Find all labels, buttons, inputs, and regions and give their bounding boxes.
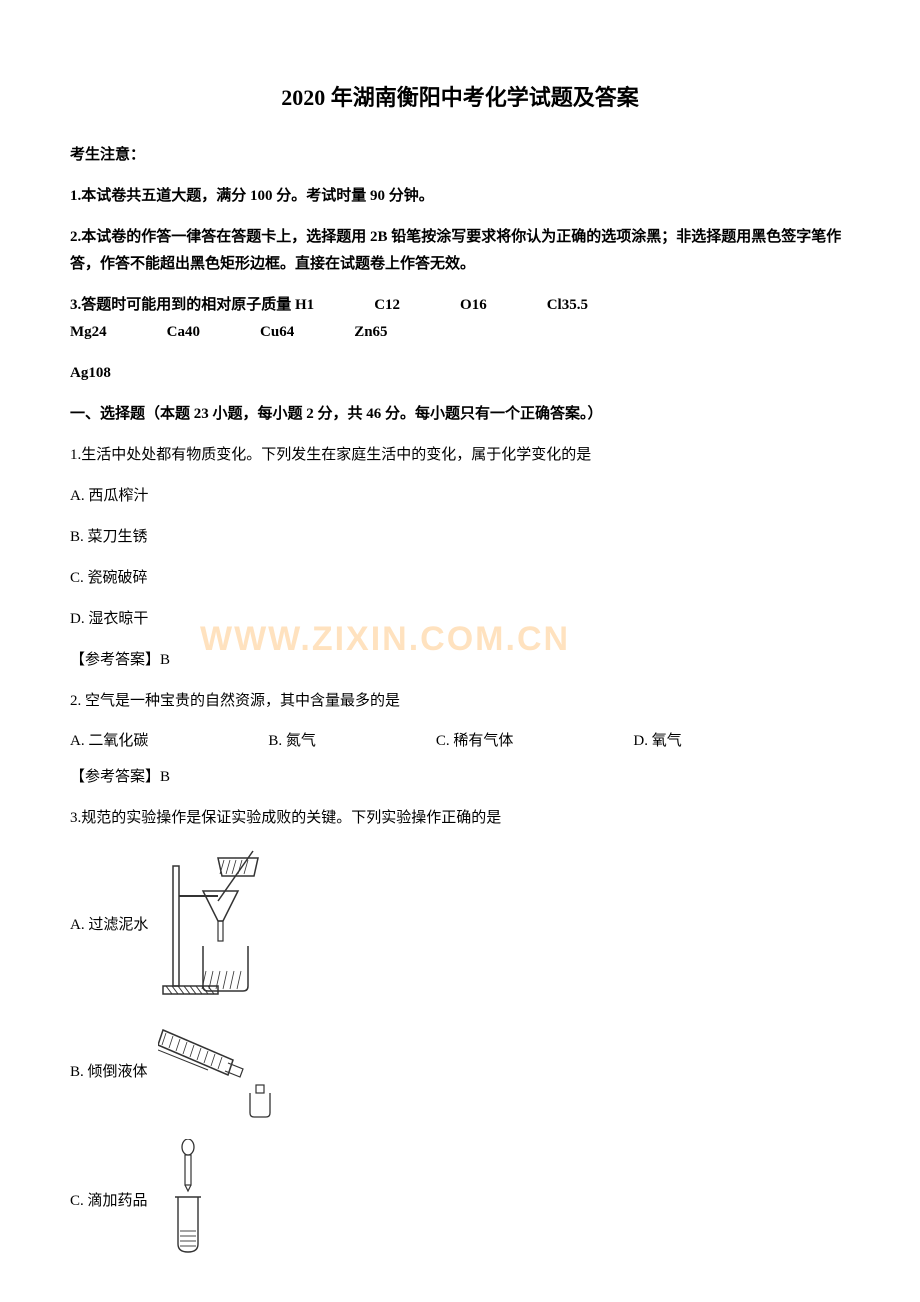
dropper-diagram-icon (158, 1139, 218, 1259)
q2-opt: C. 稀有气体 (436, 729, 514, 750)
q3-opt-c: C. 滴加药品 (70, 1139, 850, 1259)
q1-stem: 1.生活中处处都有物质变化。下列发生在家庭生活中的变化，属于化学变化的是 (70, 442, 850, 469)
filter-diagram-icon (158, 846, 278, 1001)
q1-opt-a: A. 西瓜榨汁 (70, 483, 850, 510)
q1-opt-b: B. 菜刀生锈 (70, 524, 850, 551)
q2-options-row: A. 二氧化碳 B. 氮气 C. 稀有气体 D. 氧气 (70, 729, 850, 750)
q1-answer: 【参考答案】B (70, 647, 850, 674)
q3-opt-c-label: C. 滴加药品 (70, 1189, 148, 1210)
atomic-mass-item: C12 (374, 297, 400, 313)
title-text: 2020 年湖南衡阳中考化学试题及答案 (281, 85, 639, 110)
atomic-mass-item: Cu64 (260, 324, 294, 340)
section-1-header: 一、选择题（本题 23 小题，每小题 2 分，共 46 分。每小题只有一个正确答… (70, 401, 850, 428)
q3-opt-b: B. 倾倒液体 (70, 1015, 850, 1125)
atomic-mass-item: H1 (295, 297, 314, 313)
atomic-mass-item: Zn65 (354, 324, 387, 340)
q3-opt-a: A. 过滤泥水 (70, 846, 850, 1001)
q3-stem: 3.规范的实验操作是保证实验成败的关键。下列实验操作正确的是 (70, 805, 850, 832)
pour-liquid-diagram-icon (158, 1015, 278, 1125)
q3-opt-b-label: B. 倾倒液体 (70, 1060, 148, 1081)
q2-stem: 2. 空气是一种宝贵的自然资源，其中含量最多的是 (70, 688, 850, 715)
atomic-mass-item: O16 (460, 297, 487, 313)
q2-opt: D. 氧气 (633, 729, 681, 750)
q1-opt-d: D. 湿衣晾干 (70, 606, 850, 633)
q2-opt: A. 二氧化碳 (70, 729, 148, 750)
atomic-mass-item: Ca40 (167, 324, 200, 340)
page-title: 2020 年湖南衡阳中考化学试题及答案 (70, 80, 850, 112)
q3-opt-a-label: A. 过滤泥水 (70, 913, 148, 934)
notice-2: 2.本试卷的作答一律答在答题卡上，选择题用 2B 铅笔按涂写要求将你认为正确的选… (70, 224, 850, 278)
q1-opt-c: C. 瓷碗破碎 (70, 565, 850, 592)
atomic-mass-line: 3.答题时可能用到的相对原子质量 H1C12O16Cl35.5 Mg24Ca40… (70, 292, 850, 346)
notice-1: 1.本试卷共五道大题，满分 100 分。考试时量 90 分钟。 (70, 183, 850, 210)
q2-opt: B. 氮气 (268, 729, 316, 750)
notice-header: 考生注意： (70, 142, 850, 169)
q2-answer: 【参考答案】B (70, 764, 850, 791)
atomic-mass-prefix: 3.答题时可能用到的相对原子质量 (70, 297, 295, 313)
atomic-mass-tail: Ag108 (70, 360, 850, 387)
